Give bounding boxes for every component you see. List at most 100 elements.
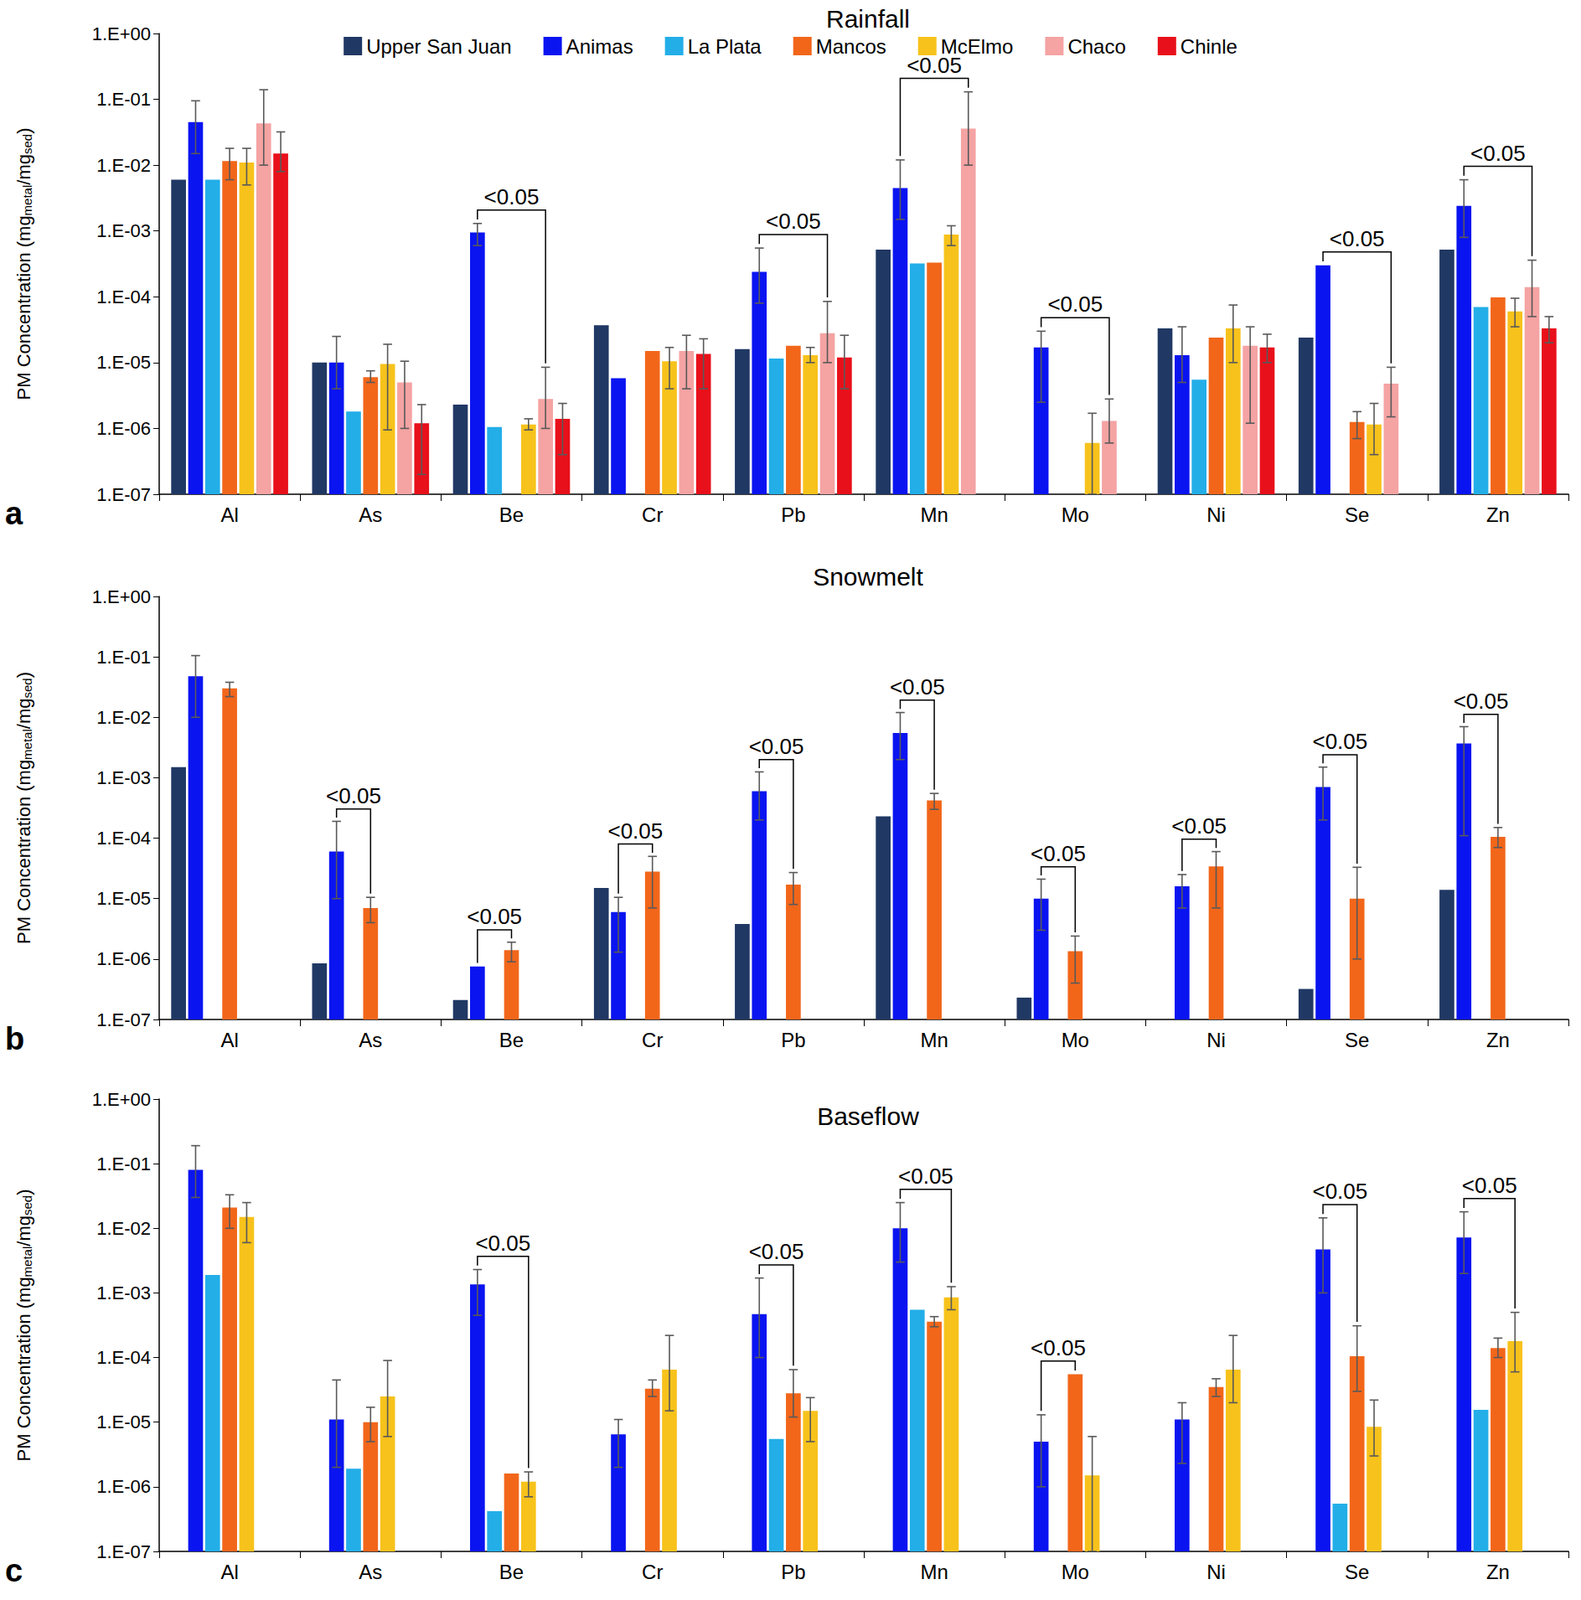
svg-text:Mn: Mn — [919, 503, 948, 527]
svg-text:Be: Be — [499, 1028, 524, 1052]
svg-text:1.E-06: 1.E-06 — [96, 1476, 151, 1498]
svg-text:metal: metal — [20, 1246, 35, 1278]
svg-text:1.E-03: 1.E-03 — [96, 1282, 151, 1304]
svg-text:Se: Se — [1344, 1560, 1370, 1584]
svg-text:Cr: Cr — [641, 1028, 663, 1052]
svg-text:1.E-05: 1.E-05 — [96, 1411, 151, 1433]
svg-text:<0.05: <0.05 — [484, 184, 540, 210]
svg-text:Chinle: Chinle — [1180, 35, 1238, 58]
svg-text:Mo: Mo — [1061, 503, 1090, 527]
svg-text:As: As — [358, 503, 383, 527]
svg-text:Mancos: Mancos — [816, 35, 887, 58]
svg-text:metal: metal — [20, 185, 35, 217]
svg-text:1.E-05: 1.E-05 — [96, 888, 151, 910]
svg-text:1.E+00: 1.E+00 — [92, 586, 151, 608]
svg-text:1.E-07: 1.E-07 — [96, 484, 151, 506]
svg-text:Zn: Zn — [1486, 503, 1510, 527]
svg-text:<0.05: <0.05 — [749, 1239, 805, 1265]
svg-text:Baseflow: Baseflow — [816, 1102, 920, 1131]
svg-text:1.E-03: 1.E-03 — [96, 220, 151, 242]
svg-text:1.E-06: 1.E-06 — [96, 418, 151, 440]
svg-text:Ni: Ni — [1206, 503, 1226, 527]
svg-text:Mo: Mo — [1061, 1560, 1090, 1584]
svg-text:Al: Al — [220, 503, 238, 527]
svg-text:La Plata: La Plata — [687, 35, 763, 58]
svg-text:<0.05: <0.05 — [1453, 688, 1509, 714]
svg-text:Zn: Zn — [1486, 1028, 1510, 1052]
svg-text:/mg: /mg — [13, 698, 35, 730]
svg-text:<0.05: <0.05 — [1030, 1335, 1086, 1361]
svg-text:): ) — [13, 128, 35, 135]
svg-text:PM Concentration (mg: PM Concentration (mg — [13, 1276, 35, 1462]
svg-text:1.E-07: 1.E-07 — [96, 1009, 151, 1031]
svg-text:Se: Se — [1344, 1028, 1370, 1052]
svg-text:1.E-07: 1.E-07 — [96, 1541, 151, 1563]
svg-text:Pb: Pb — [780, 1028, 806, 1052]
svg-text:1.E-02: 1.E-02 — [96, 1218, 151, 1240]
svg-text:<0.05: <0.05 — [765, 208, 822, 234]
svg-text:1.E-04: 1.E-04 — [96, 827, 151, 849]
svg-text:Se: Se — [1344, 503, 1370, 527]
svg-text:PM Concentration (mg: PM Concentration (mg — [13, 215, 35, 400]
svg-text:<0.05: <0.05 — [749, 733, 805, 760]
svg-text:<0.05: <0.05 — [1312, 1178, 1368, 1204]
svg-text:sed: sed — [20, 134, 35, 155]
svg-text:): ) — [13, 671, 35, 678]
svg-text:<0.05: <0.05 — [475, 1230, 531, 1256]
svg-text:<0.05: <0.05 — [325, 783, 382, 809]
svg-text:Be: Be — [499, 1560, 524, 1584]
svg-text:<0.05: <0.05 — [466, 904, 522, 930]
svg-text:<0.05: <0.05 — [1171, 813, 1227, 839]
svg-text:): ) — [13, 1189, 35, 1196]
svg-text:sed: sed — [20, 1195, 35, 1216]
svg-text:Mn: Mn — [919, 1560, 948, 1584]
svg-text:1.E-01: 1.E-01 — [96, 1153, 151, 1175]
svg-text:PM Concentration (mg: PM Concentration (mg — [13, 759, 35, 945]
svg-text:As: As — [358, 1560, 383, 1584]
svg-text:Ni: Ni — [1206, 1560, 1226, 1584]
svg-text:Pb: Pb — [780, 503, 806, 527]
svg-text:Snowmelt: Snowmelt — [812, 563, 924, 591]
svg-text:Rainfall: Rainfall — [826, 5, 910, 33]
svg-text:As: As — [358, 1028, 383, 1052]
svg-text:b: b — [5, 1021, 25, 1057]
svg-text:c: c — [5, 1553, 23, 1589]
svg-text:a: a — [5, 496, 24, 532]
svg-text:Pb: Pb — [780, 1560, 806, 1584]
svg-text:1.E-05: 1.E-05 — [96, 351, 151, 373]
svg-text:1.E+00: 1.E+00 — [92, 1089, 151, 1111]
svg-text:Cr: Cr — [641, 503, 663, 527]
svg-text:<0.05: <0.05 — [898, 1163, 954, 1189]
svg-text:1.E-03: 1.E-03 — [96, 767, 151, 789]
svg-text:Al: Al — [220, 1028, 238, 1052]
svg-text:/mg: /mg — [13, 154, 35, 186]
svg-text:1.E-01: 1.E-01 — [96, 88, 151, 110]
svg-text:1.E-04: 1.E-04 — [96, 286, 151, 308]
svg-text:<0.05: <0.05 — [906, 52, 962, 78]
svg-text:Upper San Juan: Upper San Juan — [366, 35, 512, 58]
svg-text:<0.05: <0.05 — [889, 674, 946, 700]
svg-text:Be: Be — [499, 503, 524, 527]
svg-text:metal: metal — [20, 728, 35, 760]
svg-text:Animas: Animas — [566, 35, 634, 58]
svg-text:1.E-02: 1.E-02 — [96, 155, 151, 176]
svg-text:<0.05: <0.05 — [1470, 140, 1526, 166]
svg-text:1.E-02: 1.E-02 — [96, 707, 151, 729]
svg-text:<0.05: <0.05 — [607, 818, 663, 844]
svg-text:Mn: Mn — [919, 1028, 948, 1052]
svg-text:sed: sed — [20, 677, 35, 698]
svg-text:Al: Al — [220, 1560, 238, 1584]
svg-text:Zn: Zn — [1486, 1560, 1510, 1584]
svg-text:Ni: Ni — [1206, 1028, 1226, 1052]
svg-text:<0.05: <0.05 — [1030, 841, 1086, 867]
svg-text:<0.05: <0.05 — [1462, 1172, 1518, 1199]
svg-text:1.E-04: 1.E-04 — [96, 1347, 151, 1369]
svg-text:<0.05: <0.05 — [1312, 728, 1368, 755]
svg-text:Cr: Cr — [641, 1560, 663, 1584]
svg-text:1.E-01: 1.E-01 — [96, 646, 151, 668]
svg-text:1.E+00: 1.E+00 — [92, 23, 151, 45]
svg-text:1.E-06: 1.E-06 — [96, 948, 151, 970]
svg-text:<0.05: <0.05 — [1047, 291, 1103, 317]
svg-text:<0.05: <0.05 — [1329, 226, 1385, 252]
svg-text:/mg: /mg — [13, 1215, 35, 1247]
